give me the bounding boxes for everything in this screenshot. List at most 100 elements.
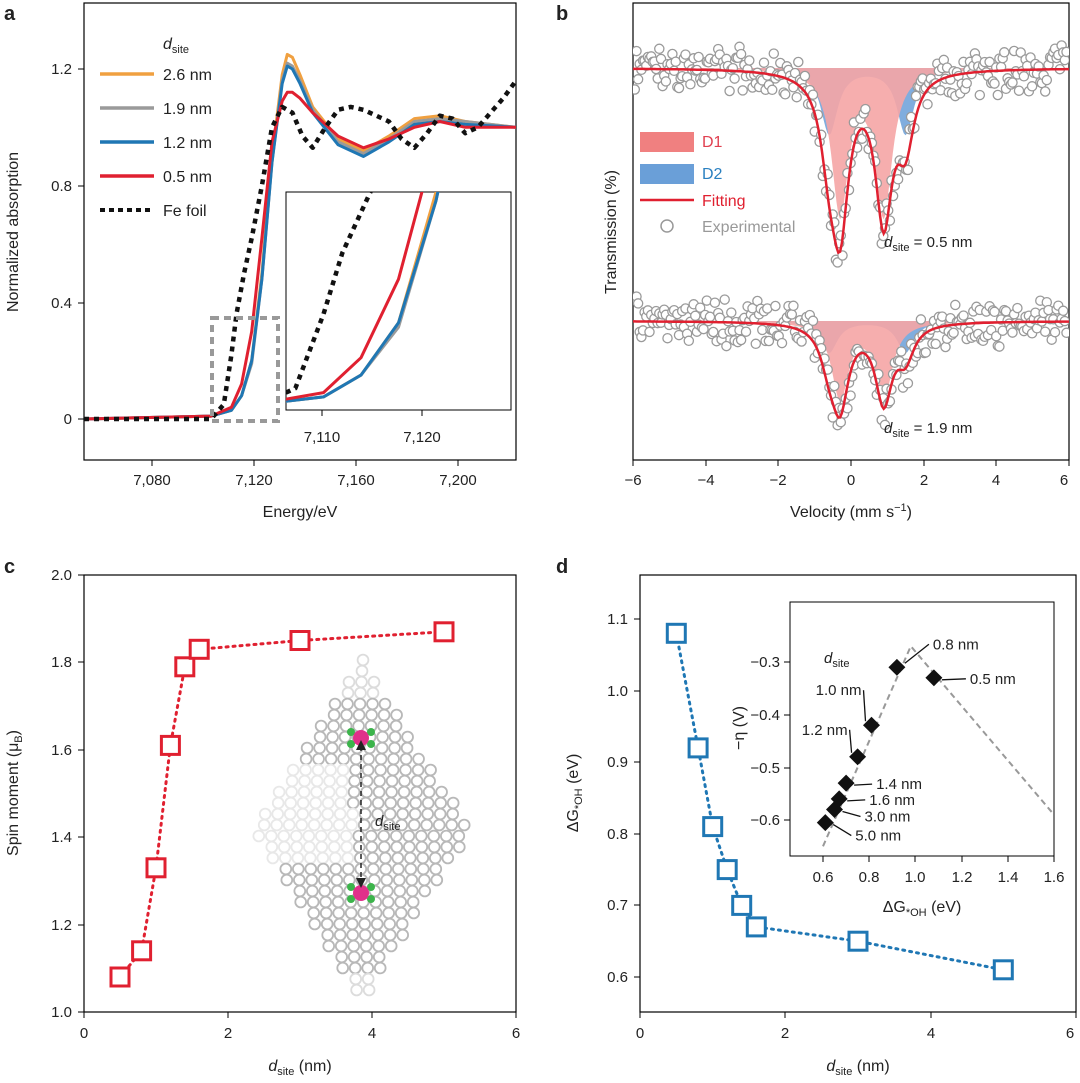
carbon-ring <box>280 873 294 887</box>
carbon-ring <box>330 884 344 898</box>
carbon-ring <box>278 851 292 865</box>
x-tick-label: 2 <box>224 1025 232 1042</box>
carbon-ring <box>415 840 429 854</box>
inset-point-label: 1.0 nm <box>816 682 862 699</box>
inset-y-tick-label: −0.5 <box>750 760 780 777</box>
experimental-point <box>779 89 791 100</box>
panel-c: c dsite 0 2 4 6 dsite (nm) <box>4 556 520 1078</box>
experimental-point <box>860 103 871 115</box>
experimental-point <box>1041 74 1053 86</box>
experimental-point <box>768 48 780 59</box>
carbon-ring <box>303 851 317 865</box>
inset-label-arrow <box>848 729 853 753</box>
carbon-ring <box>385 774 399 788</box>
panel-b-legend: D1 D2 Fitting Experimental <box>640 132 795 236</box>
carbon-ring <box>405 884 419 898</box>
panel-d: d 0.5 nm 0.8 nm 1.0 nm 1.2 nm 1.4 nm1.6 nm3.… <box>556 556 1077 1078</box>
inset-label-arrow <box>842 810 861 818</box>
graphene-structure-illustration <box>252 653 471 997</box>
series-line-0.5-nm <box>84 90 516 421</box>
carbon-ring <box>317 873 331 887</box>
carbon-ring <box>416 851 430 865</box>
experimental-point <box>989 78 1000 89</box>
annotation-dsite-0.5: dsite = 0.5 nm <box>884 234 972 254</box>
experimental-point <box>1026 81 1038 92</box>
carbon-ring <box>327 840 341 854</box>
carbon-ring <box>298 774 311 788</box>
experimental-point <box>708 326 719 338</box>
inset-data-point <box>837 774 855 792</box>
legend-label: 0.5 nm <box>163 169 212 186</box>
x-tick-label: −4 <box>697 472 714 489</box>
experimental-point <box>776 337 788 349</box>
nitrogen-atom <box>367 883 375 891</box>
experimental-point <box>1039 326 1051 337</box>
carbon-ring <box>393 884 407 898</box>
inset-x-tick-label: 1.0 <box>905 869 926 886</box>
carbon-ring <box>359 939 373 953</box>
carbon-ring <box>352 719 365 733</box>
inset-frame <box>285 191 512 411</box>
experimental-point <box>633 45 642 57</box>
carbon-ring <box>334 939 348 953</box>
x-axis-label: dsite (nm) <box>268 1058 331 1078</box>
carbon-ring <box>396 928 410 942</box>
panel-a-x-axis: 7,080 7,120 7,160 7,200 Energy/eV <box>133 460 477 521</box>
legend-label-d2: D2 <box>702 166 723 183</box>
carbon-ring <box>410 785 423 799</box>
inset-data-point <box>863 716 880 734</box>
carbon-ring <box>359 796 373 810</box>
experimental-point <box>1015 47 1026 58</box>
carbon-ring <box>316 862 330 876</box>
experimental-point <box>837 250 848 261</box>
carbon-ring <box>407 818 421 832</box>
carbon-ring <box>316 851 330 865</box>
carbon-ring <box>291 851 305 865</box>
experimental-point <box>1057 305 1069 317</box>
carbon-ring <box>286 763 300 777</box>
panel-a-y-axis: 0 0.4 0.8 1.2 Normalized absorption <box>5 61 84 428</box>
spin-moment-point <box>174 656 196 678</box>
carbon-ring <box>360 950 374 964</box>
carbon-ring <box>379 862 393 876</box>
component-d1-0.5nm <box>633 68 1069 220</box>
carbon-ring <box>271 807 285 821</box>
spin-moment-point <box>131 940 153 962</box>
carbon-ring <box>341 862 355 876</box>
inset-dsite-title: dsite <box>824 650 849 670</box>
carbon-ring <box>428 851 442 865</box>
carbon-ring <box>257 818 271 832</box>
carbon-ring <box>400 741 414 755</box>
y-tick-label: 1.6 <box>51 742 72 759</box>
dg-oh-point <box>702 816 724 838</box>
x-tick-label: 6 <box>1060 472 1068 489</box>
spin-moment-point <box>109 966 131 988</box>
experimental-point <box>633 84 641 95</box>
experimental-point <box>879 419 891 431</box>
dg-oh-point <box>992 959 1014 981</box>
x-tick-label: 0 <box>847 472 855 489</box>
experimental-point <box>735 334 747 346</box>
legend-label-d1: D1 <box>702 134 723 151</box>
carbon-ring <box>326 730 339 744</box>
y-tick-label: 1.8 <box>51 654 72 671</box>
carbon-ring <box>371 928 385 942</box>
carbon-ring <box>305 873 319 887</box>
experimental-point <box>902 164 914 176</box>
x-tick-label: 4 <box>368 1025 376 1042</box>
carbon-ring <box>332 818 346 832</box>
y-tick-label: 1.0 <box>607 683 628 700</box>
carbon-ring <box>333 917 347 931</box>
inset-series-line-0.5-nm <box>286 192 424 401</box>
carbon-ring <box>410 774 424 788</box>
carbon-ring <box>370 917 384 931</box>
carbon-ring <box>341 697 354 711</box>
experimental-point <box>644 326 655 338</box>
nitrogen-atom <box>347 883 355 891</box>
carbon-ring <box>381 895 395 909</box>
dg-oh-point <box>716 859 738 881</box>
x-tick-label: 7,080 <box>133 472 171 489</box>
carbon-ring <box>375 741 389 755</box>
carbon-ring <box>440 840 454 854</box>
x-tick-label: −2 <box>769 472 786 489</box>
